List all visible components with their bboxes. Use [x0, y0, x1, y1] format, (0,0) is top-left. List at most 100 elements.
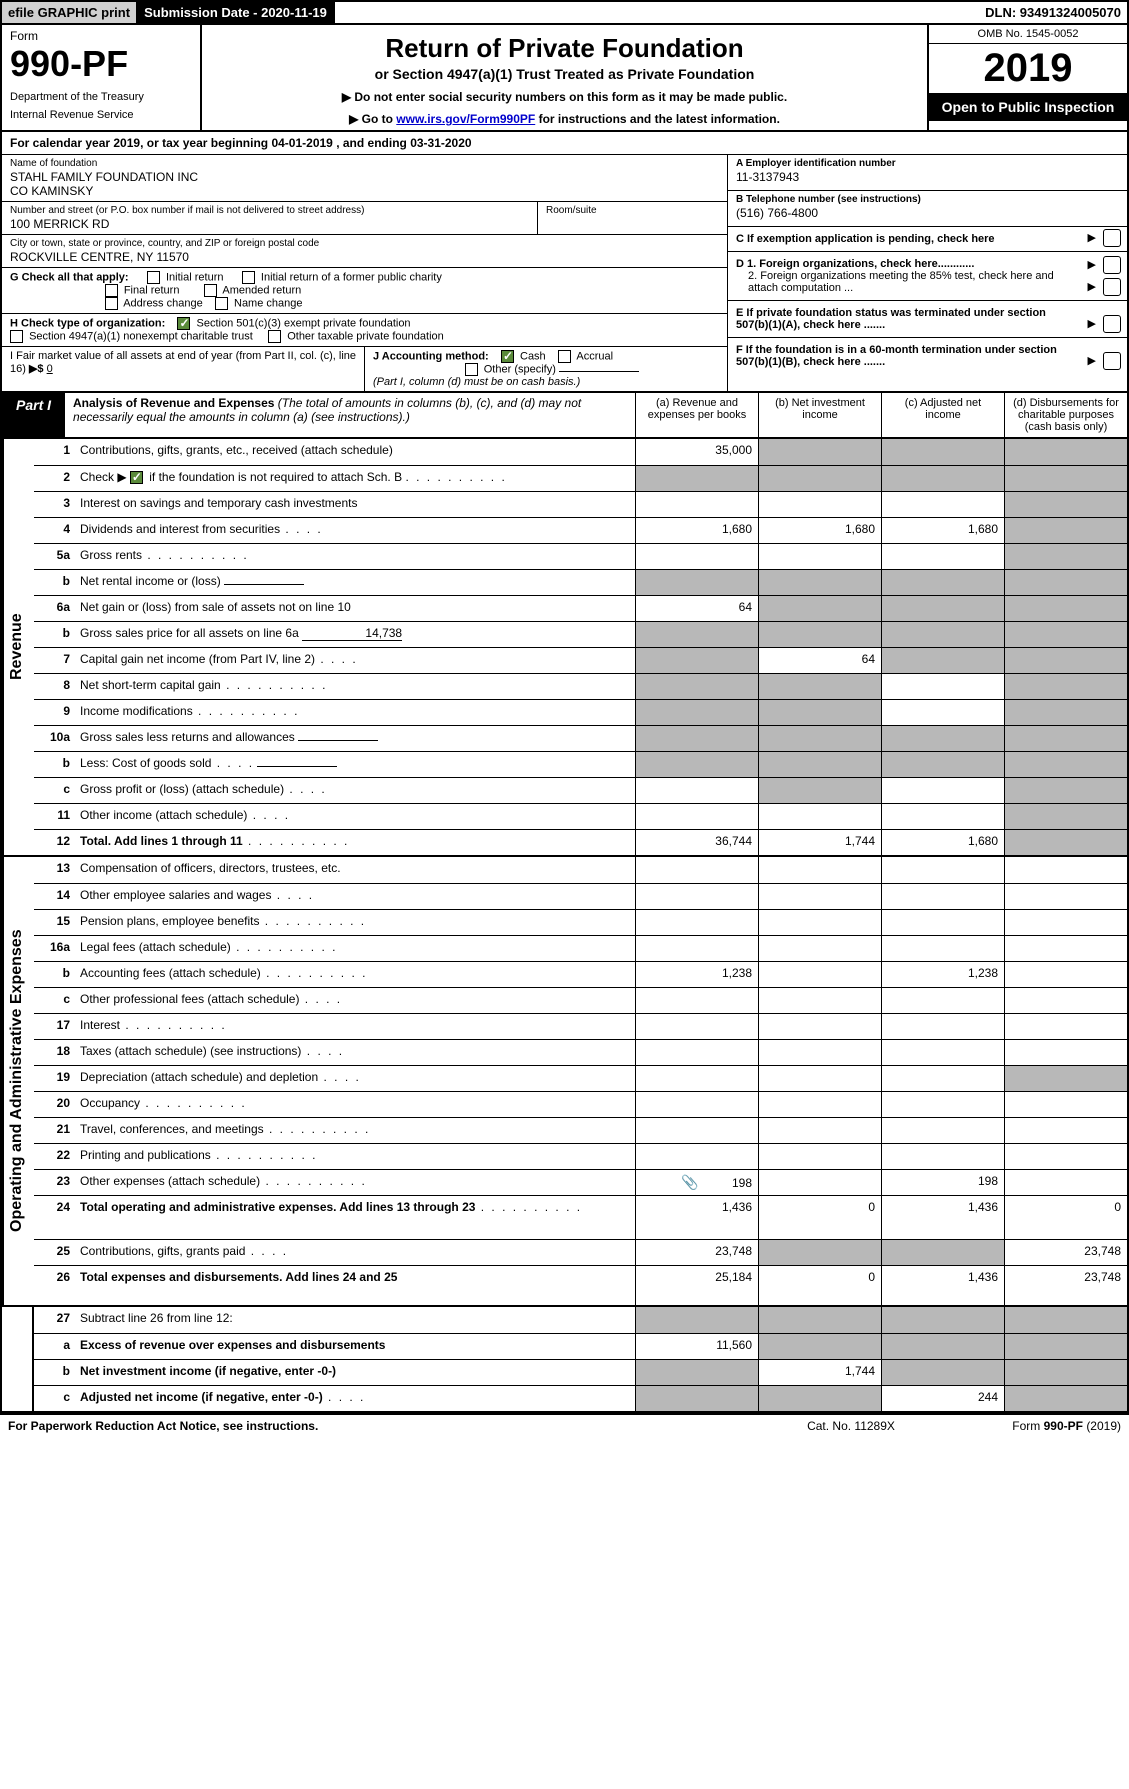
checkbox-addr-change[interactable]: [105, 297, 118, 310]
form-title-box: Return of Private Foundation or Section …: [202, 25, 927, 130]
city-lbl: City or town, state or province, country…: [10, 238, 719, 249]
line-15-num: 15: [34, 910, 76, 935]
checkbox-name-change[interactable]: [215, 297, 228, 310]
line-5b-input[interactable]: [224, 584, 304, 585]
checkbox-initial-return[interactable]: [147, 271, 160, 284]
line-21-text: Travel, conferences, and meetings: [80, 1122, 264, 1136]
line-22-d: [1004, 1144, 1127, 1169]
dots-icon: [280, 522, 323, 536]
top-bar: efile GRAPHIC print Submission Date - 20…: [2, 2, 1127, 25]
line-27c-text: Adjusted net income (if negative, enter …: [80, 1390, 323, 1404]
dots-icon: [315, 652, 358, 666]
line-8-num: 8: [34, 674, 76, 699]
checkbox-d1[interactable]: [1103, 256, 1121, 274]
line-7-a: [635, 648, 758, 673]
footer-right-pre: Form: [1012, 1419, 1043, 1433]
g-opt-1: Final return: [124, 284, 180, 296]
d1-lbl: D 1. Foreign organizations, check here..…: [736, 258, 974, 270]
line-18-desc: Taxes (attach schedule) (see instruction…: [76, 1040, 635, 1065]
checkbox-501c3[interactable]: [177, 317, 190, 330]
line-19-a: [635, 1066, 758, 1091]
addr-lbl: Number and street (or P.O. box number if…: [10, 205, 529, 216]
checkbox-amended[interactable]: [204, 284, 217, 297]
line-9: 9 Income modifications: [34, 699, 1127, 725]
checkbox-schb[interactable]: [130, 471, 143, 484]
line-10b-a: [635, 752, 758, 777]
instr-link[interactable]: www.irs.gov/Form990PF: [396, 112, 535, 126]
line-16c-d: [1004, 988, 1127, 1013]
checkbox-f[interactable]: [1103, 352, 1121, 370]
dots-icon: [211, 756, 254, 770]
line-12-c: 1,680: [881, 830, 1004, 855]
line-26-a: 25,184: [635, 1266, 758, 1305]
checkbox-initial-public[interactable]: [242, 271, 255, 284]
city-cell: City or town, state or province, country…: [2, 235, 727, 268]
checkbox-cash[interactable]: [501, 350, 514, 363]
checkbox-c[interactable]: [1103, 229, 1121, 247]
checkbox-accrual[interactable]: [558, 350, 571, 363]
j-other: Other (specify): [484, 363, 556, 375]
line-20-b: [758, 1092, 881, 1117]
line-10b-input[interactable]: [257, 766, 337, 767]
e-lbl: E If private foundation status was termi…: [736, 307, 1046, 331]
dots-icon: [142, 548, 249, 562]
line-7-num: 7: [34, 648, 76, 673]
line-6a-d: [1004, 596, 1127, 621]
line27-section: 27 Subtract line 26 from line 12: a Exce…: [2, 1307, 1127, 1413]
checkbox-other-method[interactable]: [465, 363, 478, 376]
form-label: Form: [10, 29, 192, 43]
foundation-name: STAHL FAMILY FOUNDATION INC CO KAMINSKY: [10, 170, 719, 198]
attachment-icon[interactable]: 📎: [681, 1174, 698, 1190]
checkbox-other-tax[interactable]: [268, 330, 281, 343]
footer-left: For Paperwork Reduction Act Notice, see …: [8, 1419, 761, 1433]
line-4-b: 1,680: [758, 518, 881, 543]
line-5a-desc: Gross rents: [76, 544, 635, 569]
line-8-desc: Net short-term capital gain: [76, 674, 635, 699]
cal-begin: 04-01-2019: [271, 136, 332, 150]
line-3-d: [1004, 492, 1127, 517]
line-10a-input[interactable]: [298, 740, 378, 741]
line-27b-b: 1,744: [758, 1360, 881, 1385]
line-16b-text: Accounting fees (attach schedule): [80, 966, 261, 980]
line-16c-a: [635, 988, 758, 1013]
line-16b-a: 1,238: [635, 962, 758, 987]
line-6b-text: Gross sales price for all assets on line…: [80, 626, 299, 640]
line-6b-num: b: [34, 622, 76, 647]
line-5b-b: [758, 570, 881, 595]
line-7-text: Capital gain net income (from Part IV, l…: [80, 652, 315, 666]
line-15-b: [758, 910, 881, 935]
line-19-c: [881, 1066, 1004, 1091]
dots-icon: [264, 1122, 371, 1136]
checkbox-final-return[interactable]: [105, 284, 118, 297]
g-opt-2: Address change: [123, 297, 203, 309]
checkbox-e[interactable]: [1103, 315, 1121, 333]
line-25-c: [881, 1240, 1004, 1265]
line-18-c: [881, 1040, 1004, 1065]
footer-right-post: (2019): [1086, 1419, 1121, 1433]
j-other-input[interactable]: [559, 371, 639, 372]
part1-header: Part I Analysis of Revenue and Expenses …: [2, 391, 1127, 439]
instr-goto: ▶ Go to www.irs.gov/Form990PF for instru…: [214, 112, 915, 126]
line-9-c: [881, 700, 1004, 725]
room-cell: Room/suite: [537, 202, 727, 235]
cal-mid: , and ending: [336, 136, 410, 150]
line-14-text: Other employee salaries and wages: [80, 888, 271, 902]
tax-year: 2019: [929, 44, 1127, 93]
line-24: 24 Total operating and administrative ex…: [34, 1195, 1127, 1239]
line-21-a: [635, 1118, 758, 1143]
line-5a: 5a Gross rents: [34, 543, 1127, 569]
line-10b-c: [881, 752, 1004, 777]
dots-icon: [140, 1096, 247, 1110]
col-a-hdr: (a) Revenue and expenses per books: [635, 393, 758, 437]
line-12-desc: Total. Add lines 1 through 11: [76, 830, 635, 855]
checkbox-d2[interactable]: [1103, 278, 1121, 296]
line-22-num: 22: [34, 1144, 76, 1169]
line27-spacer: [2, 1307, 34, 1411]
line-4-desc: Dividends and interest from securities: [76, 518, 635, 543]
checkbox-4947[interactable]: [10, 330, 23, 343]
line-17-desc: Interest: [76, 1014, 635, 1039]
line-4-num: 4: [34, 518, 76, 543]
line-9-text: Income modifications: [80, 704, 193, 718]
line-16b-c: 1,238: [881, 962, 1004, 987]
open-public: Open to Public Inspection: [929, 93, 1127, 121]
